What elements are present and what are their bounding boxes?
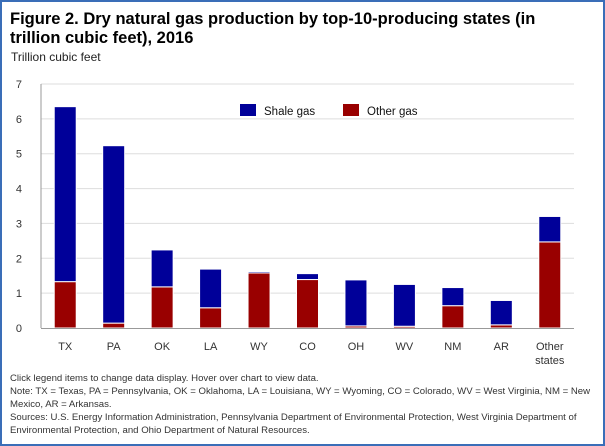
y-tick-label: 2	[16, 253, 22, 265]
bar-shale-gas-wv[interactable]	[392, 283, 416, 327]
bar-other-gas-nm[interactable]	[441, 305, 465, 329]
bar-shale-gas-wy[interactable]	[247, 271, 271, 274]
y-tick-label: 0	[16, 323, 22, 335]
y-tick-label: 6	[16, 114, 22, 126]
y-tick-label: 4	[16, 184, 22, 196]
bar-shale-gas-pa[interactable]	[102, 145, 126, 324]
y-tick-label: 5	[16, 149, 22, 161]
bar-series	[53, 106, 562, 329]
bar-other-gas-ok[interactable]	[150, 286, 174, 329]
bar-other-gas-tx[interactable]	[53, 281, 77, 329]
bar-shale-gas-tx[interactable]	[53, 106, 77, 283]
bar-shale-gas-other-states[interactable]	[538, 215, 562, 243]
bar-shale-gas-ok[interactable]	[150, 249, 174, 288]
axes	[40, 84, 574, 329]
legend-label-shale-gas[interactable]: Shale gas	[264, 106, 315, 118]
x-tick-label: OH	[348, 341, 365, 353]
x-tick-label: CO	[299, 341, 316, 353]
y-tick-labels: 0 1 2 3 4 5 6 7	[16, 79, 22, 335]
x-tick-label: OK	[154, 341, 171, 353]
x-tick-label: WV	[396, 341, 414, 353]
x-tick-label: WY	[250, 341, 268, 353]
bar-other-gas-wy[interactable]	[247, 272, 271, 329]
chart-notes: Click legend items to change data displa…	[10, 372, 595, 437]
notes-instruction: Click legend items to change data displa…	[10, 373, 319, 384]
legend-label-other-gas[interactable]: Other gas	[367, 106, 418, 118]
x-tick-label: TX	[58, 341, 73, 353]
y-tick-label: 7	[16, 79, 22, 91]
x-tick-label: PA	[107, 341, 122, 353]
bar-other-gas-other-states[interactable]	[538, 241, 562, 329]
notes-abbreviations: Note: TX = Texas, PA = Pennsylvania, OK …	[10, 386, 591, 410]
x-tick-label: states	[535, 355, 565, 367]
x-tick-labels: TX PA OK LA WY CO OH WV NM AR Other states	[58, 341, 565, 367]
y-axis-label: Trillion cubic feet	[11, 50, 101, 64]
x-tick-label: Other	[536, 341, 564, 353]
bar-shale-gas-oh[interactable]	[344, 279, 368, 327]
y-tick-label: 1	[16, 288, 22, 300]
bar-shale-gas-ar[interactable]	[489, 299, 513, 326]
bar-other-gas-co[interactable]	[296, 279, 319, 329]
x-tick-label: LA	[204, 341, 218, 353]
bar-shale-gas-co[interactable]	[296, 273, 319, 281]
x-tick-label: AR	[494, 341, 509, 353]
legend: Shale gas Other gas	[240, 104, 418, 118]
bar-shale-gas-nm[interactable]	[441, 287, 465, 307]
notes-sources: Sources: U.S. Energy Information Adminis…	[10, 412, 577, 436]
bar-shale-gas-la[interactable]	[199, 268, 223, 309]
x-tick-label: NM	[444, 341, 461, 353]
chart-title: Figure 2. Dry natural gas production by …	[10, 10, 536, 47]
legend-swatch-other-gas[interactable]	[343, 104, 359, 116]
bar-other-gas-pa[interactable]	[102, 322, 126, 329]
legend-swatch-shale-gas[interactable]	[240, 104, 256, 116]
y-tick-label: 3	[16, 218, 22, 230]
bar-other-gas-la[interactable]	[199, 307, 223, 329]
